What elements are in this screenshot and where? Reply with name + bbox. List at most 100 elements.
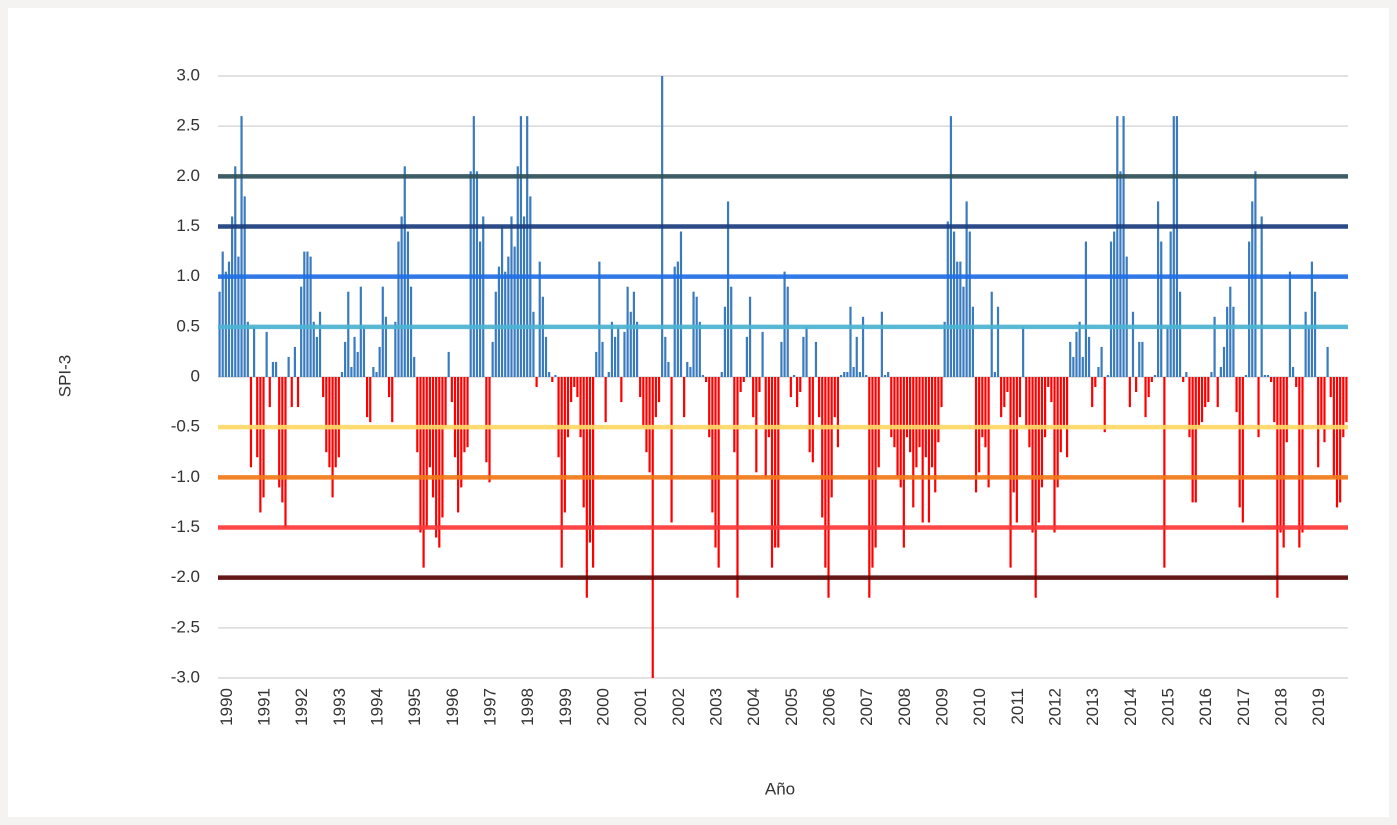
bar xyxy=(909,377,912,453)
bar xyxy=(560,377,563,568)
bar xyxy=(585,377,588,598)
bar xyxy=(1232,306,1235,377)
bar xyxy=(315,336,318,377)
bar xyxy=(237,256,240,377)
bar xyxy=(300,286,303,377)
bar xyxy=(340,371,344,377)
bar xyxy=(607,371,610,377)
bar xyxy=(491,341,494,377)
bar xyxy=(1028,377,1031,448)
bar xyxy=(635,321,639,377)
bar xyxy=(978,377,981,473)
bar xyxy=(679,231,683,377)
bar xyxy=(406,231,410,377)
bar xyxy=(620,377,623,403)
bar xyxy=(1040,377,1044,488)
bar xyxy=(591,377,595,568)
bar xyxy=(1153,374,1157,377)
bar xyxy=(548,371,551,377)
x-tick-label: 1995 xyxy=(405,688,424,726)
bar xyxy=(830,377,833,498)
bar xyxy=(1141,341,1144,377)
bar xyxy=(937,377,940,443)
y-tick-label: 1.0 xyxy=(176,266,200,285)
bar xyxy=(387,377,391,398)
bar xyxy=(519,116,523,377)
bar xyxy=(1276,377,1279,598)
bar xyxy=(1298,377,1301,548)
bar xyxy=(827,377,830,598)
bar xyxy=(1003,377,1006,408)
bar xyxy=(475,171,479,377)
bar xyxy=(394,321,397,377)
bar xyxy=(940,377,943,408)
bar xyxy=(1263,374,1266,377)
bar xyxy=(1138,341,1141,377)
y-axis-title: SPI-3 xyxy=(55,355,74,398)
bar xyxy=(1291,366,1295,377)
y-tick-label: 2.5 xyxy=(176,116,200,135)
bar xyxy=(927,377,931,523)
bar xyxy=(899,377,902,488)
bar xyxy=(1235,377,1238,413)
bar xyxy=(657,377,661,403)
bar xyxy=(312,321,315,377)
bar xyxy=(582,377,585,508)
bar xyxy=(855,336,858,377)
bar xyxy=(557,377,560,458)
bar xyxy=(463,377,466,453)
y-tick-label: -1.5 xyxy=(171,517,200,536)
bar xyxy=(912,377,915,508)
y-tick-label: -2.0 xyxy=(171,567,200,586)
bar xyxy=(331,377,334,498)
bar xyxy=(425,377,428,528)
bar xyxy=(711,377,714,513)
x-tick-label: 2006 xyxy=(820,688,839,726)
bar xyxy=(720,371,723,377)
bar xyxy=(259,377,262,513)
bar xyxy=(987,377,990,488)
x-tick-label: 2003 xyxy=(707,688,726,726)
bar xyxy=(642,377,645,428)
bar xyxy=(868,377,871,598)
bar xyxy=(739,377,742,393)
bar xyxy=(541,296,544,377)
bar xyxy=(1128,377,1131,408)
bar xyxy=(422,377,425,568)
bar xyxy=(956,261,959,377)
bar xyxy=(915,377,918,468)
bar xyxy=(874,377,877,548)
bar xyxy=(318,311,322,377)
bar xyxy=(510,216,513,377)
bar xyxy=(786,286,789,377)
bar xyxy=(249,377,253,468)
bar xyxy=(1156,201,1160,377)
bar xyxy=(551,377,554,383)
bar xyxy=(852,366,855,377)
bar xyxy=(337,377,340,458)
bar xyxy=(384,316,388,377)
bar xyxy=(1147,377,1150,398)
bar xyxy=(984,377,987,448)
bar xyxy=(930,377,934,468)
bar xyxy=(265,331,268,377)
bar xyxy=(742,377,745,383)
bar xyxy=(1097,366,1100,377)
bar xyxy=(256,377,259,458)
bar xyxy=(362,326,366,377)
bar xyxy=(1194,377,1197,503)
bar xyxy=(359,286,362,377)
bar xyxy=(544,336,548,377)
bar xyxy=(1163,377,1166,568)
bar xyxy=(865,374,868,377)
bar xyxy=(799,377,802,393)
bar xyxy=(965,201,968,377)
bar xyxy=(962,286,965,377)
bar xyxy=(460,377,463,488)
bar xyxy=(381,286,384,377)
bar xyxy=(858,371,862,377)
bar xyxy=(610,321,614,377)
bar xyxy=(604,377,607,423)
bar xyxy=(683,377,686,418)
bar xyxy=(1182,377,1185,383)
